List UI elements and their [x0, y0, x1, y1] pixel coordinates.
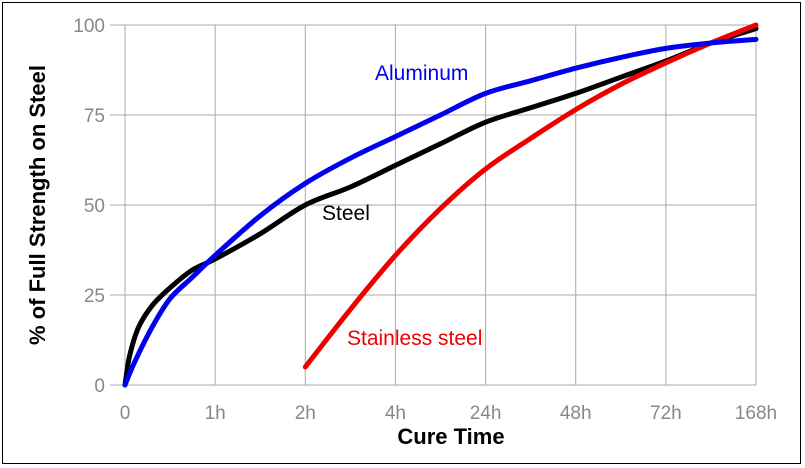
x-tick-label: 2h: [295, 403, 316, 424]
x-tick-labels: 0 1h 2h 4h 24h 48h 72h 168h: [120, 403, 777, 424]
y-tick-label: 25: [84, 286, 105, 307]
x-tick-label: 1h: [205, 403, 226, 424]
x-tick-label: 24h: [470, 403, 502, 424]
chart-frame: [2, 2, 801, 464]
x-tick-label: 4h: [385, 403, 406, 424]
y-tick-label: 75: [84, 106, 105, 127]
series-label-stainless-steel: Stainless steel: [347, 327, 482, 350]
series-label-aluminum: Aluminum: [375, 62, 468, 85]
x-tick-label: 72h: [650, 403, 682, 424]
series-lines: [122, 22, 759, 388]
y-tick-label: 50: [84, 196, 105, 217]
series-line-steel: [122, 26, 759, 388]
y-tick-label: 100: [73, 16, 105, 37]
y-tick-labels: 0 25 50 75 100: [73, 16, 105, 397]
grid: [110, 24, 757, 386]
series-line-stainless-steel: [302, 22, 759, 370]
x-tick-label: 168h: [735, 403, 777, 424]
x-tick-label: 0: [120, 403, 131, 424]
y-axis-title: % of Full Strength on Steel: [25, 65, 50, 345]
y-tick-label: 0: [94, 376, 105, 397]
series-line-aluminum: [122, 36, 759, 388]
x-axis-title: Cure Time: [397, 424, 504, 449]
x-tick-label: 48h: [560, 403, 592, 424]
series-label-steel: Steel: [322, 202, 370, 225]
